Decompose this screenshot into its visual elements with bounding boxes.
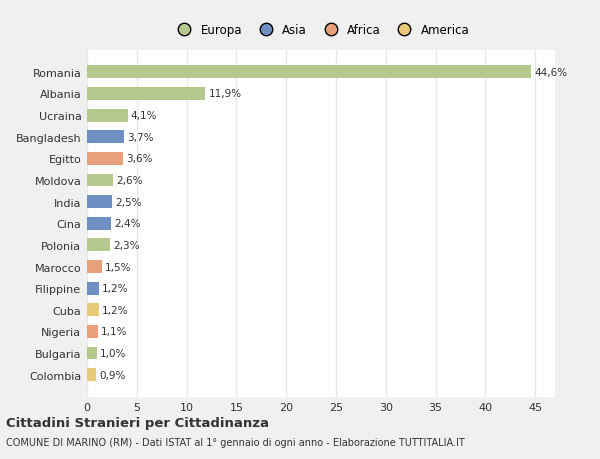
Bar: [87, 325, 98, 338]
Bar: [87, 239, 110, 252]
Text: 44,6%: 44,6%: [534, 68, 567, 78]
Text: 1,2%: 1,2%: [102, 305, 128, 315]
Text: 1,2%: 1,2%: [102, 284, 128, 293]
Text: 1,0%: 1,0%: [100, 348, 127, 358]
Bar: [87, 109, 128, 123]
Bar: [87, 347, 97, 360]
Bar: [87, 88, 205, 101]
Text: 3,6%: 3,6%: [126, 154, 152, 164]
Text: 4,1%: 4,1%: [131, 111, 157, 121]
Bar: [87, 303, 99, 317]
Text: 2,6%: 2,6%: [116, 176, 142, 185]
Bar: [87, 282, 99, 295]
Text: 11,9%: 11,9%: [208, 90, 242, 99]
Text: 1,1%: 1,1%: [101, 327, 127, 336]
Bar: [87, 152, 123, 166]
Bar: [87, 174, 113, 187]
Text: 2,5%: 2,5%: [115, 197, 142, 207]
Text: 2,4%: 2,4%: [114, 219, 140, 229]
Text: Cittadini Stranieri per Cittadinanza: Cittadini Stranieri per Cittadinanza: [6, 416, 269, 429]
Bar: [87, 368, 96, 381]
Text: 1,5%: 1,5%: [105, 262, 131, 272]
Bar: [87, 196, 112, 209]
Text: 2,3%: 2,3%: [113, 241, 139, 250]
Text: 3,7%: 3,7%: [127, 133, 154, 142]
Bar: [87, 217, 111, 230]
Legend: Europa, Asia, Africa, America: Europa, Asia, Africa, America: [170, 22, 472, 39]
Bar: [87, 260, 102, 274]
Bar: [87, 131, 124, 144]
Bar: [87, 66, 531, 79]
Text: 0,9%: 0,9%: [99, 370, 125, 380]
Text: COMUNE DI MARINO (RM) - Dati ISTAT al 1° gennaio di ogni anno - Elaborazione TUT: COMUNE DI MARINO (RM) - Dati ISTAT al 1°…: [6, 437, 465, 447]
